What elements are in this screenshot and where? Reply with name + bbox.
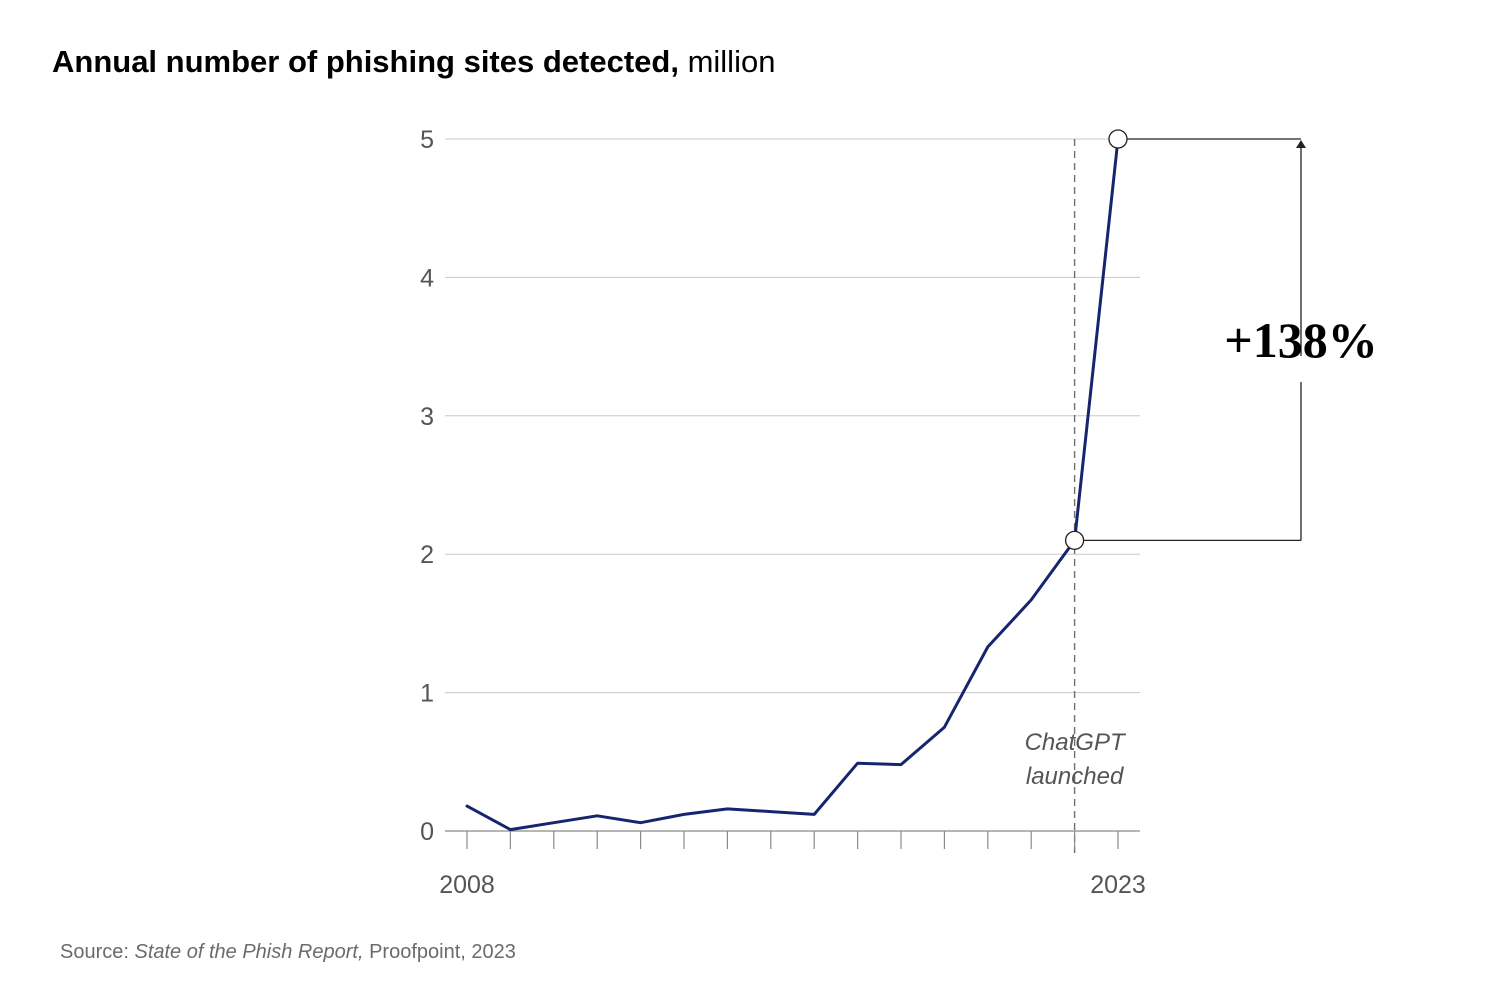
data-point-2014: [725, 807, 729, 811]
data-point-2013: [682, 812, 686, 816]
chart-title: Annual number of phishing sites detected…: [52, 44, 775, 80]
data-point-2009: [508, 828, 512, 832]
data-point-2011: [595, 814, 599, 818]
y-axis-ticks: 0 1 2 3 4 5: [420, 126, 434, 846]
data-point-2018: [899, 763, 903, 767]
y-tick-label-4: 4: [420, 264, 434, 292]
source-suffix: Proofpoint, 2023: [363, 941, 516, 963]
event-label-line2: launched: [1026, 763, 1124, 790]
data-point-2010: [552, 821, 556, 825]
data-point-2008: [465, 804, 469, 808]
series-line: [465, 137, 1120, 832]
chart-title-unit: million: [687, 44, 776, 79]
data-point-2020: [986, 645, 990, 649]
chart-title-bold: Annual number of phishing sites detected…: [52, 44, 679, 79]
data-point-2012: [639, 821, 643, 825]
source-report: State of the Phish Report,: [134, 941, 364, 963]
source-prefix: Source:: [60, 941, 135, 963]
data-point-2017: [856, 761, 860, 765]
chatgpt-event-marker: ChatGPT launched: [1025, 139, 1127, 853]
data-point-2015: [769, 810, 773, 814]
marker-circle-2023: [1108, 129, 1128, 149]
y-tick-label-1: 1: [420, 680, 434, 708]
change-annotation: +138%: [1064, 129, 1378, 551]
source-note: Source: State of the Phish Report, Proof…: [60, 941, 516, 964]
data-point-2019: [942, 725, 946, 729]
y-tick-label-0: 0: [420, 818, 434, 846]
y-tick-label-5: 5: [420, 126, 434, 154]
marker-circle-2022: [1064, 530, 1085, 551]
x-tick-label-2008: 2008: [439, 871, 495, 899]
change-percent-label: +138%: [1224, 312, 1378, 368]
event-label-line1: ChatGPT: [1025, 729, 1127, 756]
series-line-group: [465, 137, 1120, 832]
data-point-2021: [1029, 598, 1033, 602]
y-tick-label-2: 2: [420, 541, 434, 569]
x-tick-label-2023: 2023: [1090, 871, 1146, 899]
data-point-2016: [812, 812, 816, 816]
gridlines: [445, 138, 1140, 694]
y-tick-label-3: 3: [420, 403, 434, 431]
x-axis: 2008 2023: [439, 830, 1146, 899]
arrowhead-up-icon: [1296, 140, 1306, 148]
